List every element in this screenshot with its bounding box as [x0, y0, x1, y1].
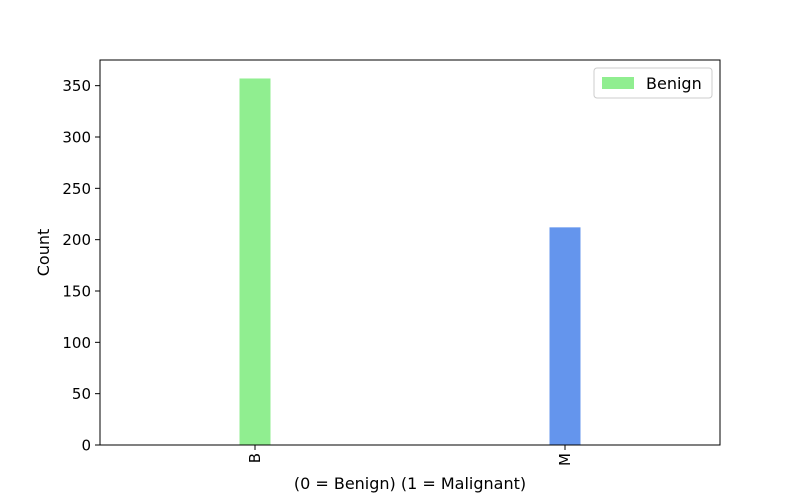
y-axis: 0 50 100 150 200 250 300 350: [62, 77, 100, 455]
y-tick-label: 250: [62, 180, 91, 198]
y-tick-label: 300: [62, 129, 91, 147]
y-tick-label: 100: [62, 334, 91, 352]
bar-B: [239, 78, 271, 445]
y-tick-label: 350: [62, 77, 91, 95]
y-tick-label: 0: [81, 437, 91, 455]
bar-M: [549, 227, 581, 445]
legend: Benign: [593, 67, 713, 99]
y-tick-label: 50: [72, 385, 91, 403]
y-axis-label: Count: [34, 229, 53, 277]
legend-frame: [593, 67, 713, 99]
legend-label: Benign: [646, 74, 702, 93]
x-tick-label: M: [556, 453, 574, 466]
bars-layer: [239, 78, 581, 445]
x-tick-label: B: [246, 453, 264, 463]
plot-frame: [99, 59, 721, 446]
y-tick-label: 150: [62, 283, 91, 301]
x-axis-label: (0 = Benign) (1 = Malignant): [294, 474, 526, 493]
y-tick-label: 200: [62, 231, 91, 249]
legend-swatch: [602, 77, 634, 89]
